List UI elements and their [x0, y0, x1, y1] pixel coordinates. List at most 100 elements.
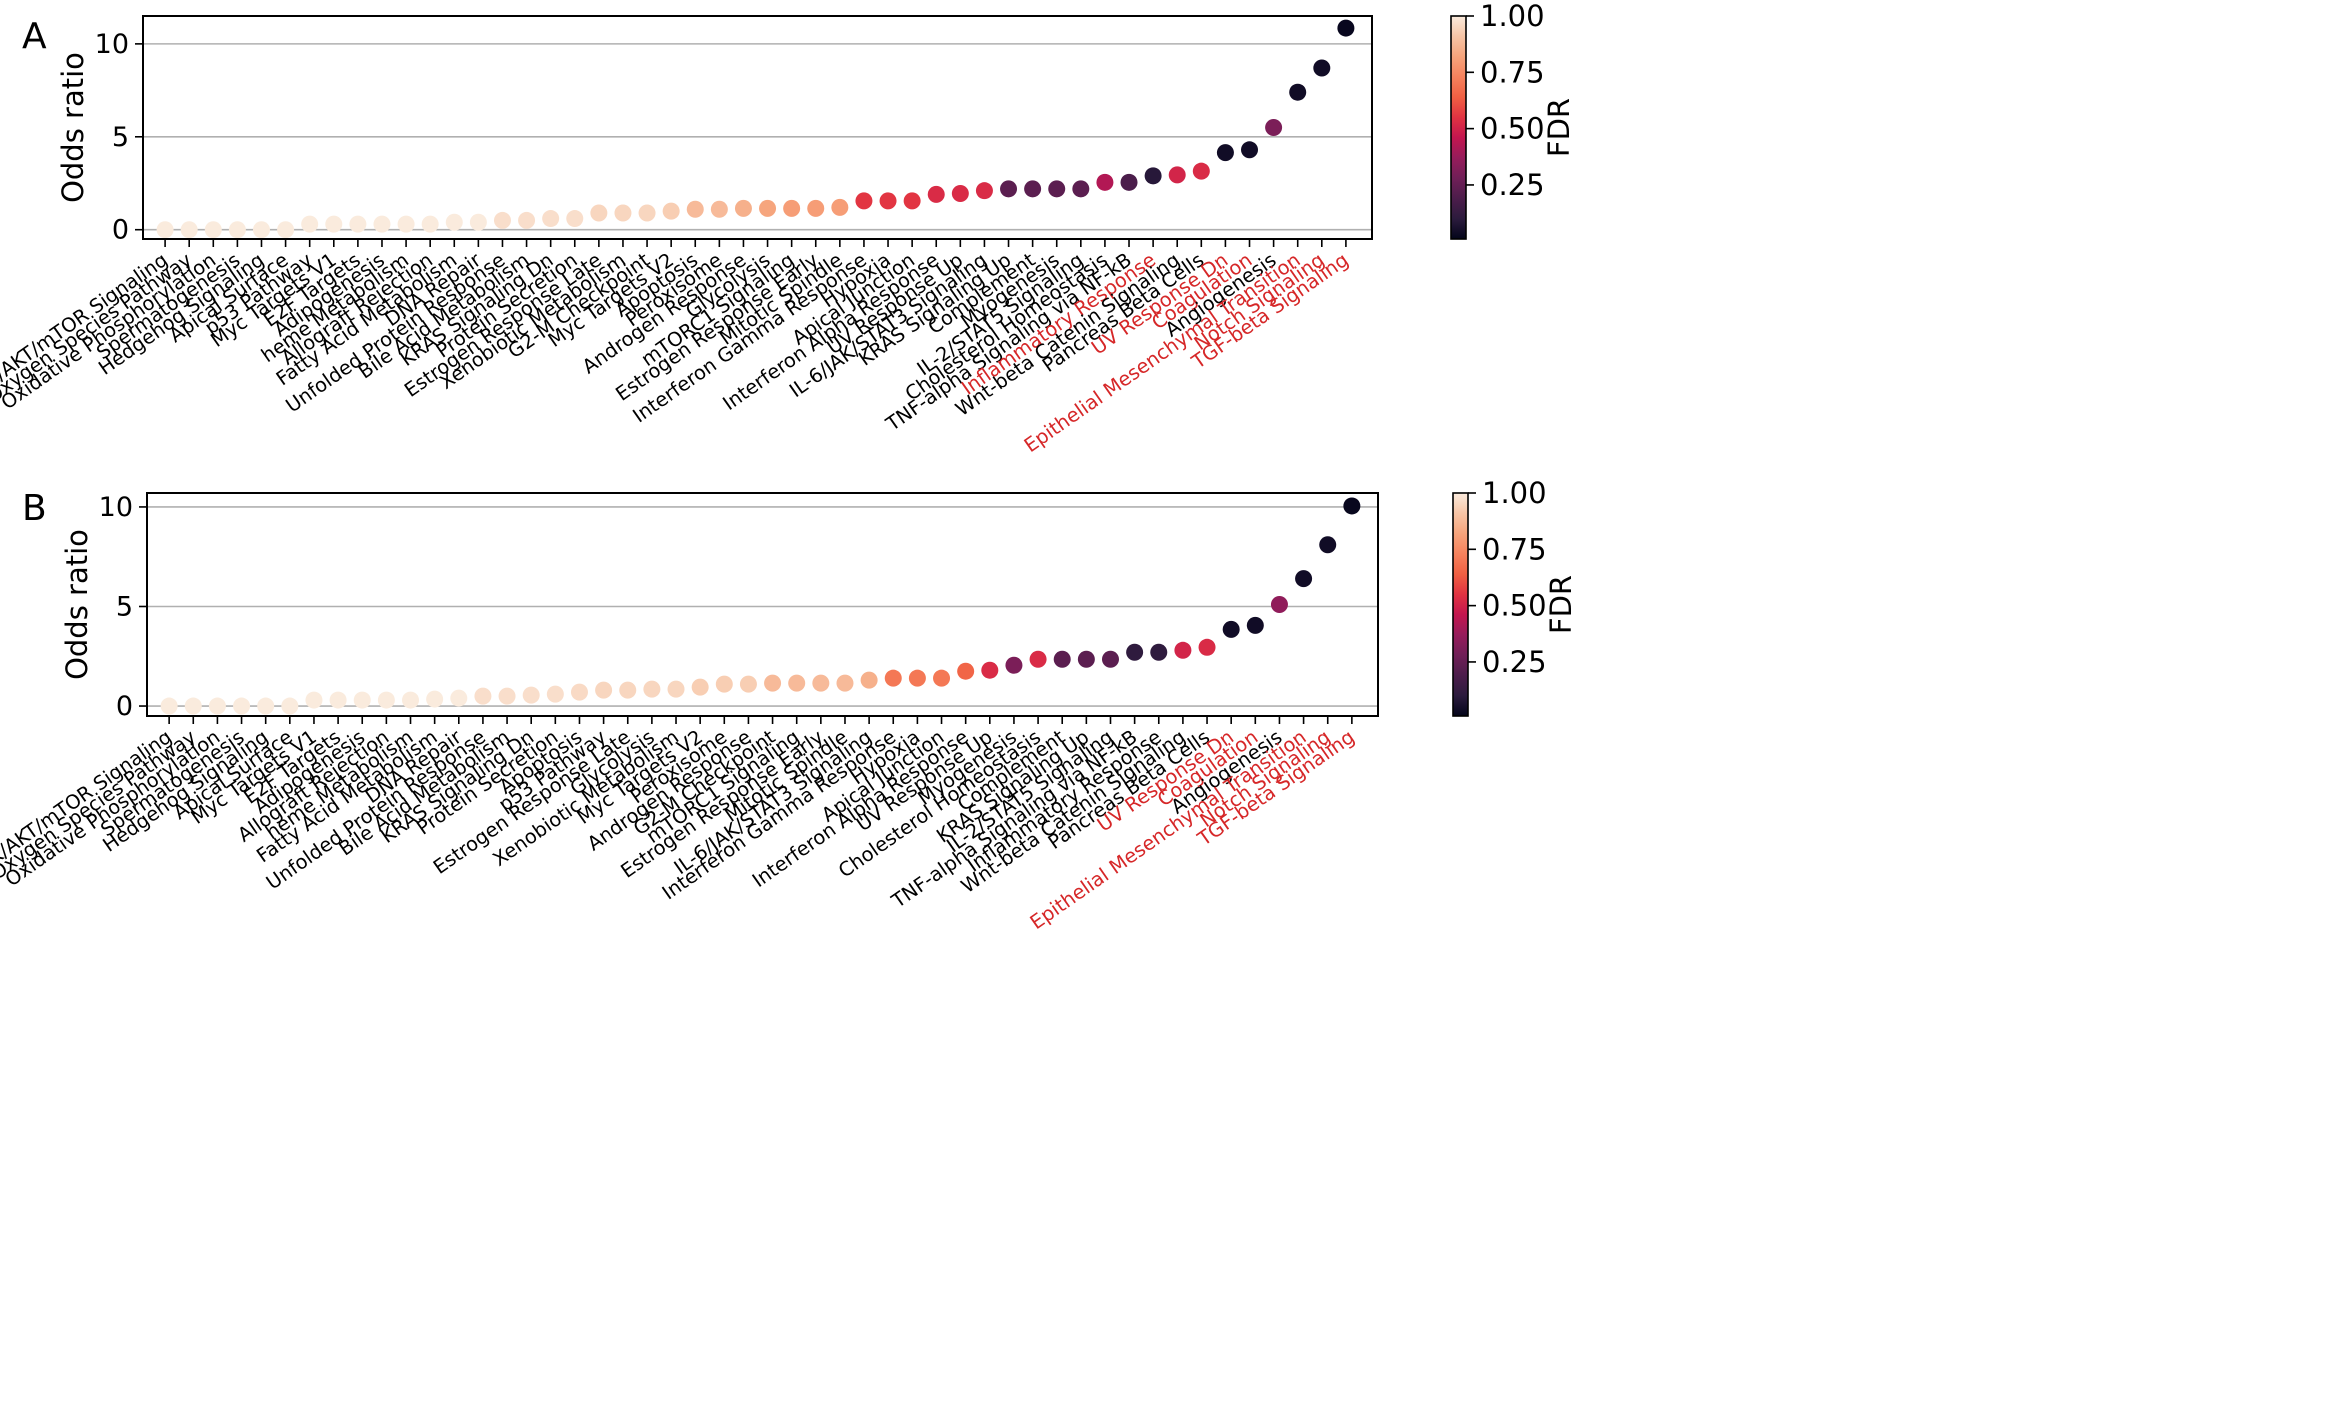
data-point[interactable]	[662, 202, 680, 220]
data-point[interactable]	[1265, 119, 1283, 136]
data-point[interactable]	[1198, 638, 1216, 656]
data-point[interactable]	[884, 669, 902, 687]
data-point[interactable]	[759, 199, 777, 217]
data-point[interactable]	[590, 204, 608, 222]
data-point[interactable]	[614, 204, 632, 222]
data-point[interactable]	[566, 210, 584, 228]
data-point[interactable]	[426, 690, 444, 708]
data-point[interactable]	[160, 697, 178, 715]
data-point[interactable]	[402, 691, 420, 709]
data-point[interactable]	[1289, 83, 1307, 101]
data-point[interactable]	[710, 200, 728, 218]
data-point[interactable]	[474, 687, 492, 705]
data-point[interactable]	[1005, 656, 1023, 674]
data-point[interactable]	[450, 689, 468, 707]
data-point[interactable]	[542, 210, 560, 228]
data-point[interactable]	[879, 192, 897, 210]
data-point[interactable]	[951, 184, 969, 202]
data-point[interactable]	[329, 691, 347, 709]
data-point[interactable]	[305, 691, 323, 709]
data-point[interactable]	[421, 215, 439, 233]
data-point[interactable]	[1246, 616, 1264, 634]
data-point[interactable]	[1144, 167, 1162, 185]
data-point[interactable]	[208, 697, 226, 715]
data-point[interactable]	[908, 669, 926, 687]
data-point[interactable]	[807, 199, 825, 217]
data-point[interactable]	[619, 681, 637, 699]
data-point[interactable]	[643, 680, 661, 698]
data-point[interactable]	[1241, 141, 1259, 159]
data-point[interactable]	[860, 671, 878, 689]
data-point[interactable]	[927, 185, 945, 203]
data-point[interactable]	[691, 678, 709, 696]
data-point[interactable]	[1120, 173, 1138, 191]
data-point[interactable]	[1072, 180, 1090, 198]
data-point[interactable]	[325, 215, 343, 233]
data-point[interactable]	[1101, 650, 1119, 668]
data-point[interactable]	[180, 221, 198, 239]
data-point[interactable]	[686, 200, 704, 218]
data-point[interactable]	[301, 215, 319, 233]
data-point[interactable]	[353, 691, 371, 709]
data-point[interactable]	[764, 674, 782, 692]
data-point[interactable]	[1077, 650, 1095, 668]
data-point[interactable]	[788, 674, 806, 692]
data-point[interactable]	[783, 199, 801, 217]
data-point[interactable]	[1313, 59, 1331, 77]
data-point[interactable]	[204, 221, 222, 239]
data-point[interactable]	[981, 661, 999, 679]
data-point[interactable]	[570, 683, 588, 701]
data-point[interactable]	[1216, 144, 1234, 162]
data-point[interactable]	[1000, 180, 1018, 198]
data-point[interactable]	[667, 680, 685, 698]
data-point[interactable]	[1126, 643, 1144, 661]
data-point[interactable]	[1168, 166, 1186, 184]
data-point[interactable]	[281, 697, 299, 715]
data-point[interactable]	[445, 213, 463, 231]
data-point[interactable]	[734, 199, 752, 217]
data-point[interactable]	[373, 215, 391, 233]
data-point[interactable]	[1174, 641, 1192, 659]
data-point[interactable]	[715, 675, 733, 693]
data-point[interactable]	[1192, 162, 1210, 180]
data-point[interactable]	[1337, 19, 1355, 37]
data-point[interactable]	[233, 697, 251, 715]
data-point[interactable]	[522, 686, 540, 704]
data-point[interactable]	[498, 687, 516, 705]
data-point[interactable]	[518, 211, 536, 229]
data-point[interactable]	[493, 211, 511, 229]
data-point[interactable]	[595, 681, 613, 699]
data-point[interactable]	[1029, 650, 1047, 668]
data-point[interactable]	[469, 213, 487, 231]
data-point[interactable]	[397, 215, 415, 233]
data-point[interactable]	[1096, 173, 1114, 191]
data-point[interactable]	[1053, 650, 1071, 668]
data-point[interactable]	[638, 204, 656, 222]
data-point[interactable]	[1150, 643, 1168, 661]
data-point[interactable]	[257, 697, 275, 715]
data-point[interactable]	[957, 662, 975, 680]
data-point[interactable]	[855, 192, 873, 210]
data-point[interactable]	[903, 192, 921, 210]
data-point[interactable]	[184, 697, 202, 715]
data-point[interactable]	[933, 669, 951, 687]
data-point[interactable]	[252, 221, 270, 239]
data-point[interactable]	[277, 221, 295, 239]
data-point[interactable]	[228, 221, 246, 239]
data-point[interactable]	[1319, 536, 1337, 554]
data-point[interactable]	[377, 691, 395, 709]
data-point[interactable]	[975, 182, 993, 200]
data-point[interactable]	[1222, 620, 1240, 638]
data-point[interactable]	[739, 675, 757, 693]
data-point[interactable]	[349, 215, 367, 233]
data-point[interactable]	[1048, 180, 1066, 198]
data-point[interactable]	[156, 221, 174, 239]
data-point[interactable]	[831, 198, 849, 216]
data-point[interactable]	[546, 685, 564, 703]
data-point[interactable]	[1343, 497, 1361, 515]
data-point[interactable]	[1295, 570, 1313, 588]
data-point[interactable]	[836, 674, 854, 692]
data-point[interactable]	[1270, 596, 1288, 613]
data-point[interactable]	[1024, 180, 1042, 198]
data-point[interactable]	[812, 674, 830, 692]
